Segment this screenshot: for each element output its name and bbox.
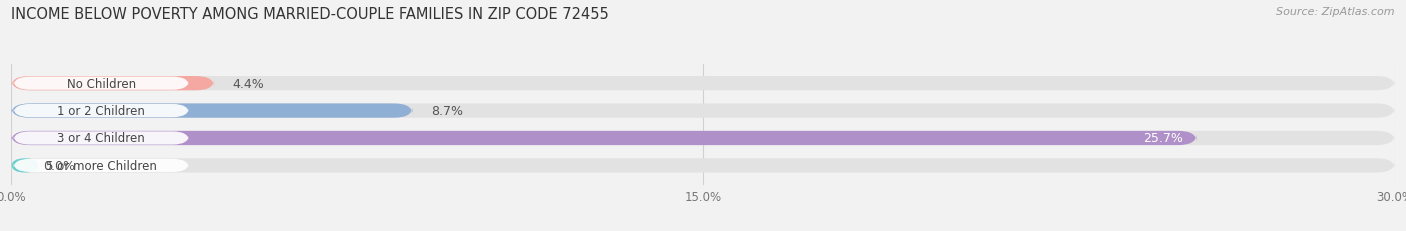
Text: 0.0%: 0.0% — [44, 159, 76, 172]
Text: INCOME BELOW POVERTY AMONG MARRIED-COUPLE FAMILIES IN ZIP CODE 72455: INCOME BELOW POVERTY AMONG MARRIED-COUPL… — [11, 7, 609, 22]
FancyBboxPatch shape — [11, 104, 1395, 118]
FancyBboxPatch shape — [14, 105, 188, 118]
FancyBboxPatch shape — [11, 131, 1197, 146]
Text: 25.7%: 25.7% — [1143, 132, 1182, 145]
FancyBboxPatch shape — [11, 131, 1395, 146]
Text: 5 or more Children: 5 or more Children — [46, 159, 156, 172]
Text: No Children: No Children — [66, 77, 136, 90]
Text: 1 or 2 Children: 1 or 2 Children — [58, 105, 145, 118]
FancyBboxPatch shape — [14, 159, 188, 172]
FancyBboxPatch shape — [11, 77, 214, 91]
FancyBboxPatch shape — [11, 159, 1395, 173]
FancyBboxPatch shape — [11, 77, 1395, 91]
Text: Source: ZipAtlas.com: Source: ZipAtlas.com — [1277, 7, 1395, 17]
Text: 3 or 4 Children: 3 or 4 Children — [58, 132, 145, 145]
FancyBboxPatch shape — [11, 159, 39, 173]
FancyBboxPatch shape — [14, 132, 188, 145]
FancyBboxPatch shape — [11, 104, 412, 118]
FancyBboxPatch shape — [14, 77, 188, 90]
Text: 8.7%: 8.7% — [430, 105, 463, 118]
Text: 4.4%: 4.4% — [232, 77, 264, 90]
